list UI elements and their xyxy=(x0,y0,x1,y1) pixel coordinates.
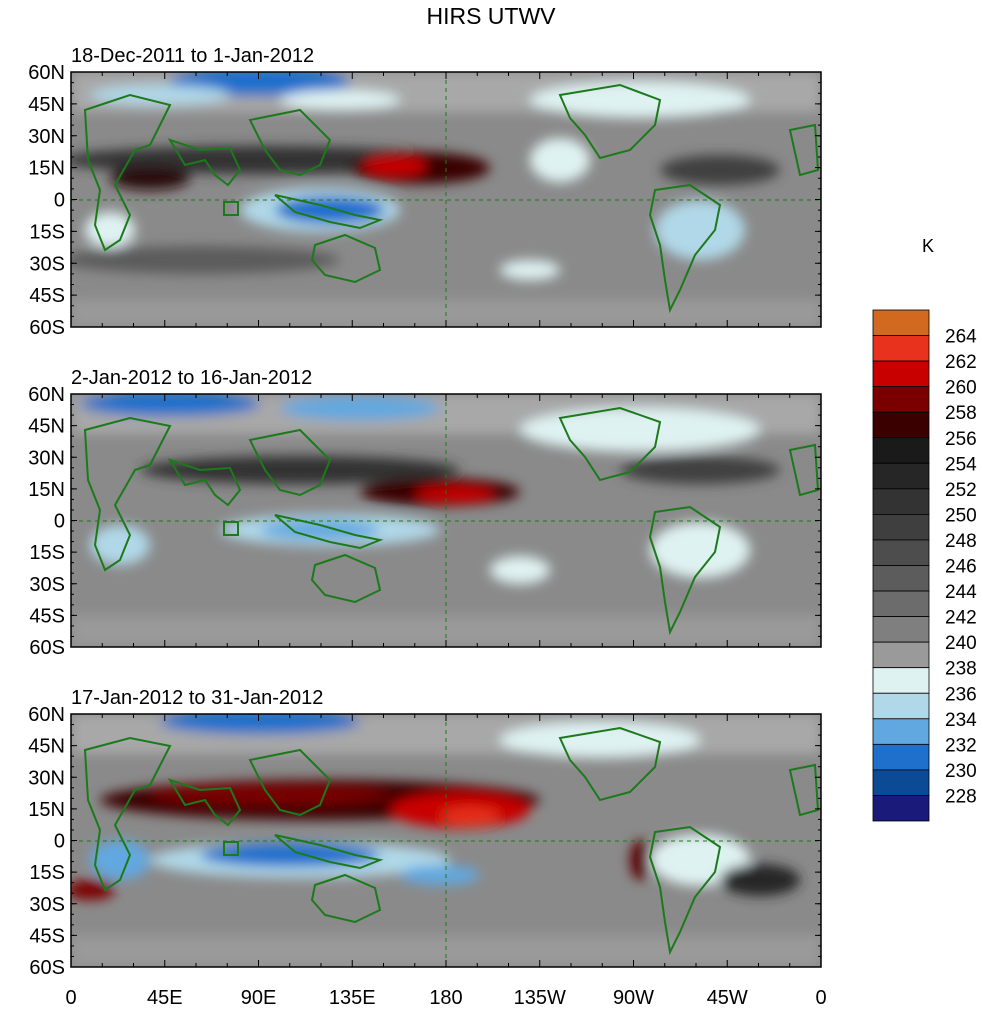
lon-label: 45W xyxy=(707,987,748,1009)
lat-label: 45N xyxy=(28,416,65,438)
colorbar-swatch xyxy=(872,641,930,669)
lon-label: 135E xyxy=(329,987,376,1009)
colorbar-swatch xyxy=(872,743,930,771)
colorbar-label: 264 xyxy=(945,327,977,348)
lat-label: 30N xyxy=(28,767,65,789)
colorbar: K 264 262 260 258 256 254 252 250 248 246 244 242 24… xyxy=(872,236,977,822)
colorbar-label: 242 xyxy=(945,608,977,629)
colorbar-swatch xyxy=(872,488,930,515)
colorbar-swatch xyxy=(872,590,930,617)
colorbar-swatch xyxy=(872,462,930,490)
colorbar-swatch xyxy=(872,692,930,720)
lon-label: 90W xyxy=(613,987,654,1009)
lat-label: 30S xyxy=(29,253,65,275)
lat-label: 15S xyxy=(29,862,65,884)
colorbar-swatch xyxy=(872,309,930,336)
colorbar-label: 258 xyxy=(945,403,977,424)
lat-label: 15N xyxy=(28,158,65,180)
figure-title: HIRS UTWV xyxy=(426,3,556,29)
lat-label: 0 xyxy=(54,190,65,212)
lat-label: 45S xyxy=(29,285,65,307)
colorbar-label: 232 xyxy=(945,735,977,756)
lat-label: 15N xyxy=(28,479,65,501)
colorbar-swatch xyxy=(872,411,930,439)
colorbar-label: 240 xyxy=(945,633,977,654)
lon-label: 90E xyxy=(241,987,277,1009)
lat-label: 15N xyxy=(28,799,65,821)
lon-label: 0 xyxy=(815,987,826,1009)
lat-label: 60S xyxy=(29,637,65,659)
lon-label: 45E xyxy=(147,987,183,1009)
lat-label: 30N xyxy=(28,126,65,148)
colorbar-label: 252 xyxy=(945,480,977,501)
colorbar-label: 262 xyxy=(945,352,977,373)
lat-label: 60S xyxy=(29,957,65,979)
colorbar-unit: K xyxy=(922,236,934,256)
colorbar-label: 256 xyxy=(945,429,977,450)
lat-label: 60S xyxy=(29,317,65,339)
lat-label: 0 xyxy=(54,831,65,853)
lat-label: 30S xyxy=(29,574,65,596)
panel-3-field xyxy=(71,714,821,967)
panel-2-field xyxy=(71,394,821,647)
colorbar-swatch xyxy=(872,386,930,413)
colorbar-swatch xyxy=(872,514,930,541)
panel-1-period: 18-Dec-2011 to 1-Jan-2012 xyxy=(71,45,314,67)
colorbar-label: 250 xyxy=(945,505,977,526)
colorbar-swatch xyxy=(872,335,930,362)
map-axes: 60N 45N 30N 15N 0 15S 30S 45S 60S 60N 45N 30N 15N 0 15… xyxy=(28,62,826,1009)
colorbar-label: 238 xyxy=(945,659,977,680)
panel-1-field xyxy=(71,72,821,327)
lat-label: 30N xyxy=(28,447,65,469)
lat-label: 60N xyxy=(28,704,65,726)
colorbar-swatch xyxy=(872,539,930,566)
colorbar-label: 228 xyxy=(945,786,977,807)
colorbar-swatch xyxy=(872,795,930,822)
panel-3-period: 17-Jan-2012 to 31-Jan-2012 xyxy=(71,687,323,709)
lat-label: 30S xyxy=(29,894,65,916)
lon-label: 135W xyxy=(514,987,566,1009)
lat-label: 15S xyxy=(29,542,65,564)
lat-label: 60N xyxy=(28,384,65,406)
colorbar-label: 234 xyxy=(945,710,977,731)
colorbar-swatch xyxy=(872,718,930,745)
colorbar-label: 236 xyxy=(945,684,977,705)
colorbar-swatch xyxy=(872,565,930,592)
colorbar-swatch xyxy=(872,616,930,643)
lat-label: 45N xyxy=(28,736,65,758)
colorbar-label: 246 xyxy=(945,557,977,578)
colorbar-label: 248 xyxy=(945,531,977,552)
panel-2-period: 2-Jan-2012 to 16-Jan-2012 xyxy=(71,367,312,389)
colorbar-swatch xyxy=(872,769,930,796)
lon-label: 0 xyxy=(65,987,76,1009)
lon-label: 180 xyxy=(429,987,462,1009)
lat-label: 60N xyxy=(28,62,65,84)
map-panel-2: 2-Jan-2012 to 16-Jan-2012 xyxy=(70,367,822,648)
lat-label: 45N xyxy=(28,94,65,116)
colorbar-label: 244 xyxy=(945,582,977,603)
lat-label: 0 xyxy=(54,511,65,533)
colorbar-swatch xyxy=(872,667,930,694)
lat-label: 45S xyxy=(29,605,65,627)
colorbar-swatch xyxy=(872,360,930,388)
lat-label: 15S xyxy=(29,221,65,243)
map-panel-3: 17-Jan-2012 to 31-Jan-2012 xyxy=(70,687,822,968)
colorbar-label: 230 xyxy=(945,761,977,782)
map-panel-1: 18-Dec-2011 to 1-Jan-2012 xyxy=(70,45,822,328)
lat-label: 45S xyxy=(29,925,65,947)
colorbar-label: 260 xyxy=(945,378,977,399)
colorbar-label: 254 xyxy=(945,454,977,475)
colorbar-swatch xyxy=(872,437,930,464)
